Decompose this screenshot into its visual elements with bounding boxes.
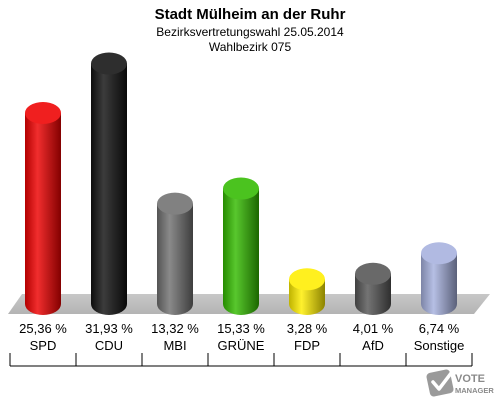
- bar-body: [157, 203, 193, 315]
- category-label: FDP: [294, 338, 320, 353]
- category-labels-group: SPD CDU MBI GRÜNE FDP AfD Sonstige: [30, 338, 465, 353]
- category-label: MBI: [163, 338, 186, 353]
- value-label: 6,74 %: [419, 321, 460, 336]
- bar-mbi: [157, 192, 193, 315]
- category-ticks-group: [9, 353, 473, 366]
- value-label: 15,33 %: [217, 321, 265, 336]
- bar-body: [355, 273, 391, 315]
- ballot-check-icon: [426, 369, 454, 397]
- category-label: GRÜNE: [218, 338, 265, 353]
- bar-sonstige: [421, 242, 457, 315]
- bar-spd: [25, 102, 61, 315]
- bar-top-cap: [91, 52, 127, 75]
- value-label: 31,93 %: [85, 321, 133, 336]
- bar-top-cap: [25, 102, 61, 125]
- category-label: AfD: [362, 338, 384, 353]
- chart-subtitle: Bezirksvertretungswahl 25.05.2014: [156, 25, 344, 39]
- chart-subtitle-district: Wahlbezirk 075: [209, 40, 292, 54]
- value-label: 3,28 %: [287, 321, 328, 336]
- value-label: 25,36 %: [19, 321, 67, 336]
- bar-top-cap: [355, 262, 391, 285]
- category-label: CDU: [95, 338, 123, 353]
- logo-text-manager: MANAGER: [455, 386, 494, 395]
- value-labels-group: 25,36 % 31,93 % 13,32 % 15,33 % 3,28 % 4,01 %…: [19, 321, 460, 336]
- logo-text-vote: VOTE: [455, 373, 485, 385]
- chart-title: Stadt Mülheim an der Ruhr: [155, 6, 346, 23]
- category-label: Sonstige: [414, 338, 465, 353]
- bar-fdp: [289, 268, 325, 315]
- bar-top-cap: [223, 177, 259, 200]
- bar-body: [91, 63, 127, 315]
- bar-grüne: [223, 177, 259, 315]
- bar-top-cap: [421, 242, 457, 265]
- bars-group: [25, 52, 457, 315]
- bar-top-cap: [289, 268, 325, 291]
- value-label: 4,01 %: [353, 321, 394, 336]
- bar-body: [223, 188, 259, 315]
- bar-top-cap: [157, 192, 193, 215]
- bar-afd: [355, 262, 391, 315]
- bar-body: [25, 113, 61, 315]
- vote-manager-logo: VOTE MANAGER: [426, 369, 494, 397]
- bar-body: [421, 253, 457, 315]
- value-label: 13,32 %: [151, 321, 199, 336]
- bar-cdu: [91, 52, 127, 315]
- category-label: SPD: [30, 338, 57, 353]
